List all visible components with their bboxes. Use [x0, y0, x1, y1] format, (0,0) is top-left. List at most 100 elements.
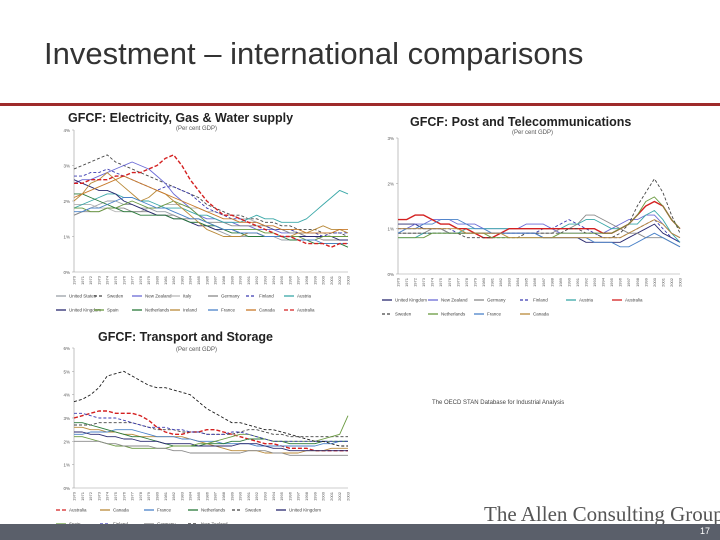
chart-transport-subtitle: (Per cent GDP): [176, 347, 218, 353]
x-tick-label: 1975: [113, 275, 118, 285]
series-line: [73, 189, 349, 223]
x-tick-label: 1986: [532, 277, 537, 287]
x-tick-label: 1974: [430, 277, 435, 287]
x-tick-label: 1999: [312, 491, 317, 501]
x-tick-label: 1972: [88, 491, 93, 501]
slide-title: Investment – international comparisons: [44, 36, 584, 71]
x-tick-label: 1998: [304, 491, 309, 501]
chart-post-telecom-subtitle: (Per cent GDP): [512, 130, 554, 136]
y-tick-label: 3%: [63, 164, 70, 169]
x-tick-label: 1997: [296, 491, 301, 501]
legend-label: Netherlands: [201, 508, 226, 513]
x-tick-label: 1994: [271, 491, 276, 501]
x-tick-label: 1994: [601, 277, 606, 287]
legend-label: France: [157, 508, 172, 513]
x-tick-label: 1976: [447, 277, 452, 287]
x-tick-label: 1995: [279, 275, 284, 285]
page-number: 17: [699, 526, 710, 536]
x-tick-label: 1990: [238, 275, 243, 285]
x-tick-label: 1991: [246, 491, 251, 501]
legend-label: United States: [69, 294, 97, 299]
x-tick-label: 1980: [481, 277, 486, 287]
x-tick-label: 1970: [72, 491, 77, 501]
x-tick-label: 1984: [188, 275, 193, 285]
y-tick-label: 3%: [63, 416, 70, 421]
x-tick-label: 1982: [498, 277, 503, 287]
x-tick-label: 1991: [575, 277, 580, 287]
legend-label: Germany: [157, 522, 176, 524]
x-tick-label: 1984: [188, 491, 193, 501]
x-tick-label: 1977: [455, 277, 460, 287]
x-tick-label: 1978: [138, 275, 143, 285]
y-tick-label: 2%: [387, 181, 394, 186]
x-tick-label: 1975: [113, 491, 118, 501]
x-tick-label: 1996: [618, 277, 623, 287]
y-tick-label: 1%: [387, 227, 394, 232]
y-tick-label: 1%: [63, 235, 70, 240]
x-tick-label: 2000: [321, 491, 326, 501]
x-tick-label: 1993: [262, 275, 267, 285]
x-tick-label: 1974: [105, 491, 110, 501]
x-tick-label: 1986: [204, 491, 209, 501]
series-line: [397, 219, 681, 248]
series-line: [398, 214, 681, 248]
x-tick-label: 1981: [163, 491, 168, 501]
y-tick-label: 2%: [63, 439, 70, 444]
y-tick-label: 4%: [63, 393, 70, 398]
legend-label: Netherlands: [441, 312, 466, 317]
chart-post-telecom-title: GFCF: Post and Telecommunications: [408, 115, 634, 129]
company-logo: The Allen Consulting Group: [484, 502, 720, 526]
x-tick-label: 1996: [287, 275, 292, 285]
x-tick-label: 1992: [584, 277, 589, 287]
series-line: [73, 207, 348, 241]
series-line: [74, 193, 349, 248]
legend-label: Sweden: [107, 294, 124, 299]
legend-label: Netherlands: [145, 308, 170, 313]
x-tick-label: 1979: [146, 275, 151, 285]
x-tick-label: 1985: [196, 491, 201, 501]
chart-post-telecom: 0% 1% 2% 3% 1970 1971 1972 1973 1974 1975 1976 1977…: [376, 130, 686, 328]
x-tick-label: 1981: [163, 275, 168, 285]
series-line: [74, 154, 348, 248]
x-tick-label: 2001: [329, 275, 334, 285]
y-tick-label: 6%: [63, 346, 70, 351]
legend-label: Austria: [579, 298, 594, 303]
title-rule: [0, 103, 720, 106]
x-tick-label: 2000: [321, 275, 326, 285]
x-tick-label: 1987: [541, 277, 546, 287]
series-line: [73, 175, 348, 234]
series-line: [73, 410, 348, 452]
x-tick-label: 1978: [464, 277, 469, 287]
x-tick-label: 1976: [121, 491, 126, 501]
series-line: [74, 429, 348, 447]
x-tick-label: 2002: [337, 491, 342, 501]
legend-label: France: [487, 312, 502, 317]
chart-electricity: 0% 1% 2% 3% 4% 1970 1971 1972 1973 1974 1975 1976 19…: [50, 124, 353, 322]
x-tick-label: 1995: [609, 277, 614, 287]
chart-electricity-title: GFCF: Electricity, Gas & Water supply: [66, 111, 296, 125]
x-tick-label: 1987: [213, 491, 218, 501]
x-tick-label: 1991: [246, 275, 251, 285]
series-line: [74, 431, 348, 452]
chart-transport: 0%1%2%3%4%5%6%1970 1971 1972 1973 1974 1975 19…: [50, 342, 353, 524]
x-tick-label: 1983: [507, 277, 512, 287]
x-tick-label: 1981: [490, 277, 495, 287]
series-line: [73, 200, 348, 241]
series-line: [74, 204, 348, 237]
series-line: [398, 196, 681, 239]
x-tick-label: 1988: [221, 275, 226, 285]
legend-label: Ireland: [183, 308, 197, 313]
legend-label: New Zealand: [201, 522, 228, 524]
x-tick-label: 1980: [155, 275, 160, 285]
x-tick-label: 1980: [155, 491, 160, 501]
series-line: [74, 200, 348, 241]
x-tick-label: 1977: [130, 275, 135, 285]
series-line: [74, 440, 348, 456]
y-tick-label: 1%: [63, 463, 70, 468]
x-tick-label: 1971: [404, 277, 409, 287]
legend-label: United Kingdom: [69, 308, 101, 313]
legend-label: Sweden: [245, 508, 262, 513]
y-tick-label: 0%: [387, 272, 394, 277]
x-tick-label: 1983: [179, 491, 184, 501]
x-tick-label: 1971: [80, 275, 85, 285]
